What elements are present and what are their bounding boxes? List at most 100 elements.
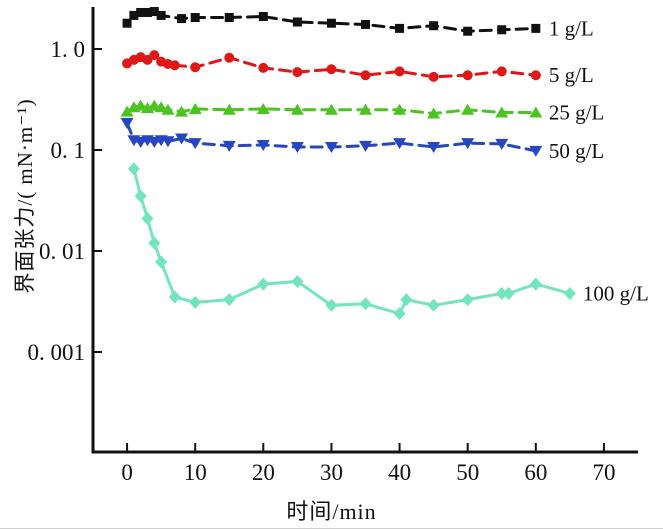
marker-triangle-up (120, 105, 134, 117)
series-label-25gL: 25 g/L (549, 101, 604, 125)
x-tick-label: 0 (121, 460, 133, 485)
marker-triangle-up (461, 103, 475, 115)
marker-square (190, 13, 200, 23)
y-tick-label: 0. 001 (28, 340, 86, 365)
marker-triangle-up (529, 106, 543, 118)
y-tick-label: 0. 1 (51, 138, 86, 163)
marker-circle (428, 71, 439, 82)
marker-square (136, 7, 146, 17)
marker-square (326, 18, 336, 28)
marker-diamond (563, 286, 576, 300)
marker-diamond (359, 297, 372, 311)
marker-diamond (141, 211, 154, 225)
x-tick-label: 70 (592, 460, 615, 485)
marker-circle (530, 70, 541, 81)
x-tick-label: 50 (456, 460, 479, 485)
marker-diamond (257, 277, 270, 291)
marker-diamond (291, 274, 304, 288)
marker-triangle-up (393, 103, 407, 115)
marker-square (177, 14, 187, 24)
marker-diamond (223, 293, 236, 307)
marker-triangle-down (222, 140, 236, 152)
marker-diamond (393, 307, 406, 321)
y-axis-title: 界面张力/( mN·m⁻¹) (13, 98, 37, 294)
x-tick-label: 20 (252, 460, 275, 485)
marker-triangle-down (175, 133, 189, 145)
marker-triangle-down (529, 145, 543, 157)
marker-triangle-down (461, 138, 475, 150)
marker-triangle-down (188, 138, 202, 150)
marker-square (395, 23, 405, 33)
marker-triangle-up (154, 101, 168, 113)
marker-square (463, 26, 473, 36)
marker-triangle-up (427, 107, 441, 119)
x-tick-label: 30 (320, 460, 343, 485)
marker-diamond (168, 290, 181, 304)
marker-square (258, 11, 268, 21)
series-label-5gL: 5 g/L (549, 63, 594, 87)
marker-square (224, 13, 234, 23)
marker-diamond (427, 298, 440, 312)
x-tick-label: 60 (524, 460, 547, 485)
marker-triangle-down (359, 140, 372, 152)
y-tick-label: 1. 0 (51, 37, 86, 62)
marker-triangle-down (393, 138, 407, 150)
marker-square (129, 10, 139, 20)
marker-square (143, 7, 152, 17)
marker-triangle-up (175, 105, 189, 117)
marker-circle (394, 66, 405, 77)
marker-circle (360, 70, 371, 81)
marker-diamond (325, 298, 338, 312)
marker-square (531, 23, 541, 33)
marker-square (497, 25, 507, 35)
marker-triangle-up (256, 102, 270, 114)
marker-triangle-down (161, 136, 175, 148)
marker-diamond (502, 286, 515, 300)
marker-square (429, 21, 439, 31)
marker-triangle-down (290, 142, 304, 154)
marker-diamond (529, 277, 542, 291)
marker-square (292, 17, 302, 27)
marker-triangle-up (290, 103, 304, 115)
x-axis-title: 时间/min (286, 499, 377, 524)
series-label-50gL: 50 g/L (549, 139, 604, 163)
marker-triangle-down (495, 138, 509, 150)
marker-diamond (155, 255, 168, 269)
marker-triangle-up (359, 103, 372, 115)
marker-diamond (127, 162, 140, 176)
x-tick-label: 40 (388, 460, 411, 485)
marker-triangle-down (427, 142, 441, 154)
marker-circle (326, 64, 337, 75)
series-label-1gL: 1 g/L (549, 16, 594, 40)
series-label-100gL: 100 g/L (583, 281, 649, 305)
marker-square (361, 19, 370, 29)
marker-diamond (148, 236, 161, 250)
marker-circle (292, 67, 303, 78)
marker-triangle-up (188, 102, 202, 114)
marker-diamond (495, 286, 508, 300)
marker-square (149, 7, 159, 17)
marker-circle (224, 52, 235, 63)
marker-circle (169, 60, 180, 71)
marker-circle (496, 66, 507, 77)
marker-triangle-up (495, 106, 509, 118)
marker-triangle-up (161, 103, 175, 115)
marker-triangle-up (222, 103, 236, 115)
marker-triangle-up (134, 99, 148, 111)
marker-triangle-down (120, 118, 134, 130)
marker-circle (462, 70, 473, 81)
marker-diamond (461, 293, 474, 307)
marker-diamond (189, 295, 202, 309)
y-tick-label: 0. 01 (39, 239, 85, 264)
marker-triangle-down (324, 142, 338, 154)
marker-circle (258, 62, 269, 73)
marker-circle (149, 50, 160, 61)
marker-triangle-down (256, 140, 270, 152)
marker-diamond (134, 189, 147, 203)
marker-diamond (400, 293, 413, 307)
marker-triangle-up (324, 103, 338, 115)
marker-circle (190, 62, 201, 73)
marker-square (156, 10, 166, 20)
